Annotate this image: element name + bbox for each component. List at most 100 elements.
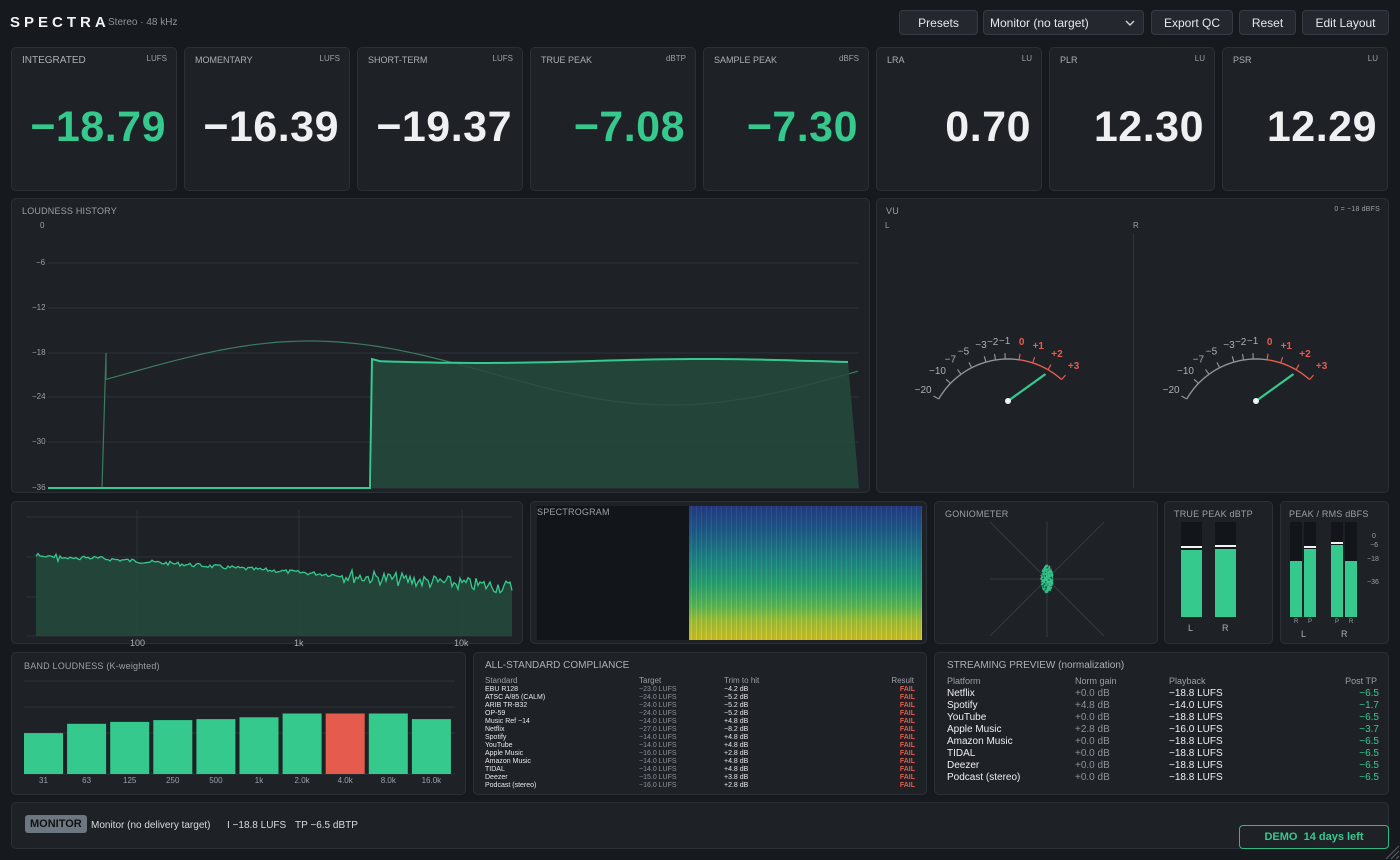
- status-bar: [11, 802, 1389, 849]
- svg-text:−10: −10: [1177, 366, 1194, 377]
- svg-text:+2: +2: [1299, 349, 1311, 360]
- metric-card-plr: PLR LU 12.30: [1049, 47, 1215, 191]
- panel-title: STREAMING PREVIEW (normalization): [947, 660, 1125, 671]
- table-row: TIDAL −14.0 LUFS +4.8 dB FAIL: [485, 766, 915, 773]
- panel-title: GONIOMETER: [945, 509, 1009, 519]
- band-label-2.0k: 2.0k: [295, 776, 311, 785]
- band-label-250: 250: [166, 776, 180, 785]
- spectrum-chart: [26, 510, 513, 637]
- svg-text:+1: +1: [1033, 341, 1045, 352]
- metric-card-true-peak: TRUE PEAK dBTP −7.08: [530, 47, 696, 191]
- true-peak-bar-r: [1215, 522, 1236, 617]
- compliance-panel: ALL-STANDARD COMPLIANCE Standard Target …: [473, 652, 927, 795]
- table-row: Netflix −27.0 LUFS −8.2 dB FAIL: [485, 726, 915, 733]
- table-row: TIDAL +0.0 dB −18.8 LUFS −6.5: [947, 748, 1379, 759]
- spectrogram-heatmap: [689, 506, 922, 640]
- svg-text:−7: −7: [1193, 355, 1205, 366]
- metric-unit: LU: [1021, 54, 1032, 63]
- chevron-down-icon: [1125, 20, 1135, 26]
- table-row: Deezer −15.0 LUFS +3.8 dB FAIL: [485, 774, 915, 781]
- metric-unit: LUFS: [492, 54, 513, 63]
- metric-card-sample-peak: SAMPLE PEAK dBFS −7.30: [703, 47, 869, 191]
- channel-label-r: R: [1222, 623, 1229, 633]
- peak-bar-r: [1331, 522, 1343, 617]
- metric-label: SHORT-TERM: [368, 55, 428, 65]
- table-row: Netflix +0.0 dB −18.8 LUFS −6.5: [947, 688, 1379, 699]
- metric-value: −19.37: [376, 103, 512, 151]
- svg-text:−1: −1: [1247, 336, 1259, 347]
- vu-right-label: R: [1133, 221, 1139, 230]
- reset-button[interactable]: Reset: [1239, 10, 1296, 35]
- export-qc-button[interactable]: Export QC: [1151, 10, 1233, 35]
- svg-text:−20: −20: [1163, 385, 1180, 396]
- metric-label: LRA: [887, 55, 905, 65]
- table-row: YouTube +0.0 dB −18.8 LUFS −6.5: [947, 712, 1379, 723]
- metric-value: −7.30: [746, 103, 858, 151]
- integrated-status: I −18.8 LUFS: [227, 820, 287, 831]
- table-row: OP-59 −24.0 LUFS −5.2 dB FAIL: [485, 710, 915, 717]
- col-target: Target: [639, 676, 662, 685]
- metric-value: −18.79: [30, 103, 166, 151]
- presets-button[interactable]: Presets: [899, 10, 978, 35]
- band-label-63: 63: [82, 776, 91, 785]
- spectrogram-panel: SPECTROGRAM: [530, 501, 927, 644]
- col-standard: Standard: [485, 676, 518, 685]
- metric-card-integrated: INTEGRATED LUFS −18.79: [11, 47, 177, 191]
- metric-card-short-term: SHORT-TERM LUFS −19.37: [357, 47, 523, 191]
- svg-text:−7: −7: [945, 355, 957, 366]
- svg-text:−5: −5: [1206, 347, 1218, 358]
- table-row: Spotify −14.0 LUFS +4.8 dB FAIL: [485, 734, 915, 741]
- true-peak-bar-l: [1181, 522, 1202, 617]
- true-peak-status: TP −6.5 dBTP: [295, 820, 358, 831]
- history-tick-1: −6: [36, 258, 46, 267]
- demo-badge[interactable]: DEMO 14 days left: [1239, 825, 1389, 849]
- monitor-target-select[interactable]: Monitor (no target): [983, 10, 1144, 35]
- vu-needle-left: −20−10−7−5−3 −2 −1 0 +1+2+3: [915, 336, 1080, 404]
- table-row: Deezer +0.0 dB −18.8 LUFS −6.5: [947, 760, 1379, 771]
- history-tick-2: −12: [32, 303, 46, 312]
- band-label-500: 500: [209, 776, 223, 785]
- channel-label-r: R: [1341, 629, 1348, 639]
- resize-grip-icon[interactable]: [1380, 840, 1400, 860]
- goniometer-scope: [989, 521, 1105, 637]
- metric-label: MOMENTARY: [195, 55, 253, 65]
- panel-title: BAND LOUDNESS (K-weighted): [24, 661, 160, 671]
- metric-value: −7.08: [573, 103, 685, 151]
- history-tick-6: −36: [32, 483, 46, 492]
- svg-text:+3: +3: [1068, 361, 1080, 372]
- metric-value: 12.30: [1093, 103, 1204, 151]
- svg-text:+1: +1: [1281, 341, 1293, 352]
- table-row: YouTube −14.0 LUFS +4.8 dB FAIL: [485, 742, 915, 749]
- panel-title: SPECTROGRAM: [537, 507, 610, 517]
- history-tick-4: −24: [32, 392, 46, 401]
- band-bar-125: [110, 721, 150, 774]
- table-row: Amazon Music +0.0 dB −18.8 LUFS −6.5: [947, 736, 1379, 747]
- band-bar-500: [196, 719, 236, 774]
- metric-card-momentary: MOMENTARY LUFS −16.39: [184, 47, 350, 191]
- scale-36: −36: [1367, 579, 1379, 586]
- spectrogram-view: [537, 506, 922, 640]
- monitor-status: Monitor (no delivery target): [91, 820, 211, 831]
- metric-value: 0.70: [945, 103, 1031, 151]
- metric-unit: LUFS: [319, 54, 340, 63]
- table-row: Amazon Music −14.0 LUFS +4.8 dB FAIL: [485, 758, 915, 765]
- vu-reference: 0 = −18 dBFS: [1334, 206, 1380, 213]
- sub-label-r: R: [1294, 619, 1299, 625]
- peak-bar-l: [1304, 522, 1316, 617]
- spectrum-tick-100: 100: [130, 638, 146, 648]
- metric-label: INTEGRATED: [22, 55, 86, 66]
- svg-text:−3: −3: [1223, 340, 1235, 351]
- svg-text:0: 0: [1267, 337, 1273, 348]
- scale-18: −18: [1367, 556, 1379, 563]
- panel-title: LOUDNESS HISTORY: [22, 206, 117, 216]
- metric-label: SAMPLE PEAK: [714, 55, 778, 65]
- metric-card-lra: LRA LU 0.70: [876, 47, 1042, 191]
- svg-text:+2: +2: [1051, 349, 1063, 360]
- metric-unit: LUFS: [146, 54, 167, 63]
- edit-layout-button[interactable]: Edit Layout: [1302, 10, 1389, 35]
- sub-label-r: R: [1349, 619, 1354, 625]
- panel-title: VU: [886, 206, 899, 216]
- band-bar-2.0k: [282, 713, 322, 774]
- channel-label-l: L: [1301, 629, 1307, 639]
- metric-unit: LU: [1367, 54, 1378, 63]
